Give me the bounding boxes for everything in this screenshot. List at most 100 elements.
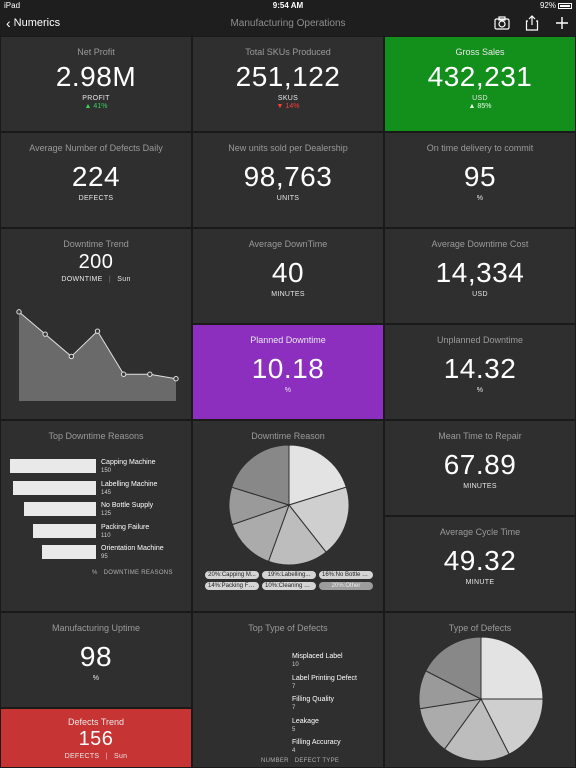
tile-title: New units sold per Dealership (228, 143, 348, 153)
tile-value: 200 (78, 251, 114, 273)
tile-avg-downtime[interactable]: Average DownTime 40 MINUTES (192, 228, 384, 324)
tile-unit: % (284, 387, 292, 394)
tile-type-of-defects[interactable]: Type of Defects (384, 612, 576, 768)
tile-unit: MINUTES (463, 483, 497, 490)
bar[interactable] (24, 502, 96, 516)
tile-title: Defects Trend (67, 717, 125, 727)
trend-area (19, 311, 176, 401)
tile-defects-trend[interactable]: Defects Trend 156 DEFECTS | Sun (0, 708, 192, 768)
chart-footer: NUMBER DEFECT TYPE (261, 758, 339, 764)
legend-chip[interactable]: 14%:Packing Fa... (205, 582, 259, 590)
pie-slice[interactable] (288, 486, 350, 553)
tile-downtime-trend[interactable]: Downtime Trend 200 DOWNTIME | Sun (0, 228, 192, 420)
tile-top-downtime-reasons[interactable]: Top Downtime Reasons Capping Machine 150 L… (0, 420, 192, 612)
pie-slice[interactable] (425, 637, 482, 700)
delta-badge: ▲ 41% (84, 103, 108, 110)
tile-title: Average DownTime (248, 239, 328, 249)
pie-slice[interactable] (480, 637, 544, 700)
tile-net-profit[interactable]: Net Profit 2.98M PROFIT ▲ 41% (0, 36, 192, 132)
pie-slice[interactable] (288, 445, 347, 506)
bar-value: 145 (101, 489, 112, 496)
tile-unit-row: DOWNTIME | Sun (1, 276, 191, 283)
legend-chip[interactable]: 20%:Capping M... (205, 571, 259, 579)
battery-percent: 92% (539, 1, 556, 10)
add-icon[interactable] (554, 15, 570, 31)
tile-on-time-delivery[interactable]: On time delivery to commit 95 % (384, 132, 576, 228)
unit-separator: | (108, 276, 112, 283)
bar-label: Filling Quality (292, 696, 335, 703)
bar-value: 150 (101, 468, 112, 474)
tile-value: 10.18 (251, 353, 325, 384)
tile-unplanned-downtime[interactable]: Unplanned Downtime 14.32 % (384, 324, 576, 420)
tile-value: 40 (271, 257, 305, 288)
tile-title: Downtime Reason (251, 431, 325, 441)
trend-point (94, 328, 101, 334)
downtime-reason-pie (228, 445, 350, 566)
dashboard-grid: Net Profit 2.98M PROFIT ▲ 41% Total SKUs… (0, 36, 576, 768)
tile-day: Sun (117, 276, 131, 283)
bar[interactable] (12, 480, 96, 495)
tile-value: 95 (463, 161, 497, 192)
tile-title: On time delivery to commit (426, 143, 534, 153)
tile-unit: PROFIT (82, 95, 110, 102)
legend-chip[interactable]: 10%:Cleaning N... (262, 582, 316, 590)
defects-bar-chart: Misplaced Label 10 Label Printing Defect 7 F… (193, 653, 383, 763)
footer-unit: NUMBER (261, 758, 289, 764)
pie-slice[interactable] (480, 698, 544, 755)
tile-defects-daily[interactable]: Average Number of Defects Daily 224 DEFE… (0, 132, 192, 228)
tile-value: 14,334 (435, 257, 525, 288)
back-label: Numerics (13, 17, 61, 29)
bar-value: 7 (292, 705, 296, 711)
tile-title: Average Number of Defects Daily (29, 143, 163, 153)
camera-icon[interactable] (494, 15, 510, 31)
legend-chip[interactable]: 19%:Labelling... (262, 571, 316, 579)
tile-title: Gross Sales (455, 47, 505, 57)
tile-avg-downtime-cost[interactable]: Average Downtime Cost 14,334 USD (384, 228, 576, 324)
tile-value: 98 (79, 641, 113, 672)
tile-title: Net Profit (77, 47, 115, 57)
tile-avg-cycle-time[interactable]: Average Cycle Time 49.32 MINUTE (384, 516, 576, 612)
pie-slice[interactable] (231, 445, 290, 506)
share-icon[interactable] (524, 15, 540, 31)
bar[interactable] (10, 459, 96, 473)
tile-units-dealership[interactable]: New units sold per Dealership 98,763 UNI… (192, 132, 384, 228)
tile-gross-sales[interactable]: Gross Sales 432,231 USD ▲ 85% (384, 36, 576, 132)
back-button[interactable]: ‹ Numerics (6, 16, 60, 30)
bar-value: 4 (292, 748, 296, 754)
tile-planned-downtime[interactable]: Planned Downtime 10.18 % (192, 324, 384, 420)
footer-label: DOWNTIME REASONS (103, 570, 173, 576)
legend-chip[interactable]: 16%:No Bottle S... (319, 571, 373, 579)
clock: 9:54 AM (272, 1, 304, 10)
pie-slice[interactable] (443, 698, 510, 762)
pie-slice[interactable] (267, 503, 327, 566)
bar-value: 10 (292, 662, 299, 668)
trend-point (147, 371, 153, 377)
legend-chip[interactable]: 20%:Other (319, 582, 373, 590)
tile-title: Unplanned Downtime (436, 335, 524, 345)
bar-value: 110 (101, 532, 111, 539)
tile-mean-time-repair[interactable]: Mean Time to Repair 67.89 MINUTES (384, 420, 576, 516)
tile-title: Total SKUs Produced (245, 47, 331, 57)
tile-downtime-reason[interactable]: Downtime Reason 20%:Capping M... 19%:Labe… (192, 420, 384, 612)
tile-unit-row: DEFECTS | Sun (1, 753, 191, 760)
tile-unit: DOWNTIME (61, 276, 103, 283)
tile-total-skus[interactable]: Total SKUs Produced 251,122 SKUS ▼ 14% (192, 36, 384, 132)
tile-value: 224 (71, 161, 121, 192)
trend-point (16, 309, 22, 315)
pie-slice[interactable] (231, 504, 290, 563)
reasons-bar-chart: Capping Machine 150 Labelling Machine 145 No… (1, 459, 191, 569)
tile-top-defect-types[interactable]: Top Type of Defects Misplaced Label 10 Lab… (192, 612, 384, 768)
tile-unit: MINUTES (271, 291, 305, 298)
bar-value: 5 (292, 726, 296, 733)
tile-manufacturing-uptime[interactable]: Manufacturing Uptime 98 % (0, 612, 192, 708)
bar-value: 7 (292, 683, 296, 690)
bar[interactable] (41, 545, 96, 559)
tile-title: Top Downtime Reasons (48, 431, 144, 441)
downtime-trend-chart (16, 309, 179, 401)
bar-value: 125 (101, 511, 112, 517)
tile-value: 14.32 (443, 353, 517, 384)
bar[interactable] (32, 523, 96, 538)
trend-point (42, 331, 48, 337)
tile-unit: DEFECTS (78, 195, 114, 202)
tile-value: 156 (78, 728, 114, 750)
